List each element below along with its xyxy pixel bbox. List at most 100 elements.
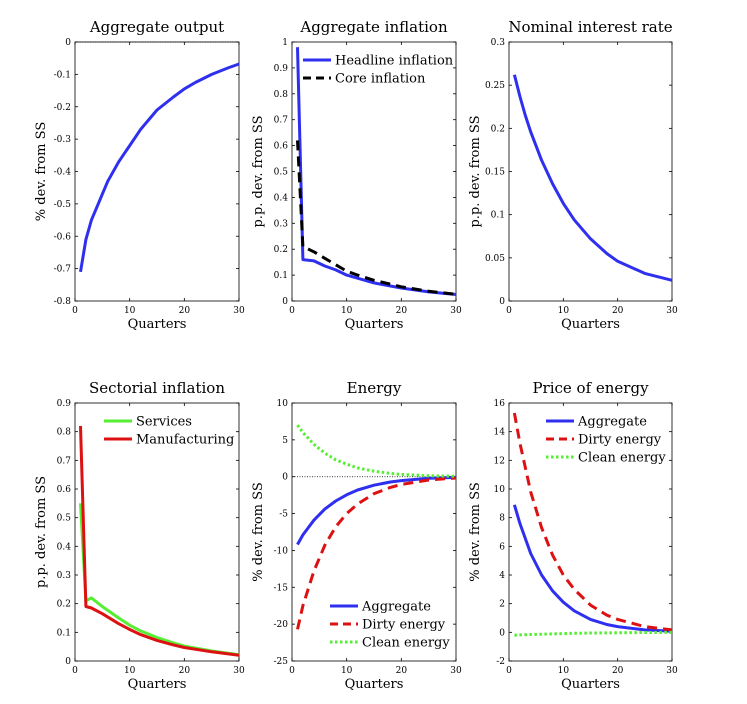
x-tick-label: 20 [612, 306, 624, 316]
y-tick-label: 0.05 [485, 254, 505, 264]
legend-label: Manufacturing [136, 433, 234, 448]
x-tick-label: 30 [450, 666, 462, 676]
x-tick-label: 10 [341, 666, 353, 676]
legend: Services Manufacturing [104, 415, 234, 448]
x-tick-label: 0 [289, 666, 295, 676]
legend-label: Dirty energy [578, 433, 662, 448]
series-line-manufacturing [79, 425, 240, 657]
series-line-dirty-energy [512, 412, 673, 632]
y-tick-label: 2 [499, 600, 505, 610]
y-axis-label: % dev. from SS [34, 122, 49, 221]
y-tick-label: 0 [65, 657, 71, 667]
panel-title: Nominal interest rate [508, 18, 672, 36]
legend-label: Headline inflation [335, 54, 454, 69]
y-tick-label: -0.6 [54, 232, 72, 242]
y-tick-label: 12 [494, 456, 505, 466]
y-axis-label: p.p. dev. from SS [251, 115, 266, 227]
x-tick-label: 30 [233, 666, 245, 676]
y-tick-label: -0.5 [54, 200, 72, 210]
panel-4: 0 10 20 30 0 0.1 0.2 0.3 0.4 0.5 0.6 0.7 0.8 0.9 Secto… [34, 379, 245, 692]
x-axis-label: Quarters [345, 317, 404, 332]
x-tick-label: 10 [341, 306, 353, 316]
x-tick-label: 20 [179, 666, 191, 676]
y-tick-label: -0.4 [54, 168, 72, 178]
series-line-headline-inflation [296, 47, 457, 296]
y-axis-label: p.p. dev. from SS [468, 115, 483, 227]
legend-label: Clean energy [578, 451, 666, 466]
x-tick-label: 30 [233, 306, 245, 316]
series-line-dirty-energy [296, 476, 457, 630]
y-tick-label: 10 [277, 399, 289, 409]
x-axis-label: Quarters [128, 317, 187, 332]
x-axis-label: Quarters [345, 677, 404, 692]
panel-1: 0 10 20 30 0 -0.1 -0.2 -0.3 -0.4 -0.5 -0.6 -0.7 -0.8… [34, 18, 245, 332]
y-tick-label: 0 [282, 473, 288, 483]
series-line-clean-energy [514, 630, 673, 637]
y-tick-label: 0 [499, 297, 505, 307]
legend-label: Aggregate [361, 600, 431, 615]
y-tick-label: 0.2 [491, 124, 505, 134]
x-tick-label: 0 [72, 306, 78, 316]
x-tick-label: 10 [558, 306, 570, 316]
panel-title: Aggregate output [89, 18, 224, 36]
y-tick-label: 0.8 [274, 90, 289, 100]
y-tick-label: 14 [494, 428, 506, 438]
legend-label: Dirty energy [362, 618, 446, 633]
y-tick-label: 0 [65, 38, 71, 48]
x-tick-label: 30 [666, 306, 678, 316]
plot-frame [74, 402, 240, 662]
y-axis-label: % dev. from SS [251, 482, 266, 581]
series-line-aggregate [512, 504, 673, 633]
y-tick-label: -5 [279, 510, 288, 520]
x-tick-label: 30 [666, 666, 678, 676]
y-tick-label: 1 [282, 38, 288, 48]
series-line-1 [512, 74, 673, 282]
y-tick-label: -20 [274, 620, 289, 630]
y-tick-label: 0.9 [274, 64, 289, 74]
y-tick-label: 0.15 [485, 168, 505, 178]
y-tick-label: -15 [274, 583, 289, 593]
y-tick-label: -0.7 [54, 265, 72, 275]
x-tick-label: 0 [506, 306, 512, 316]
y-tick-label: -0.1 [54, 70, 71, 80]
y-tick-label: -2 [496, 657, 505, 667]
y-tick-label: 0.25 [485, 81, 505, 91]
panel-title: Price of energy [532, 379, 649, 397]
y-tick-label: 0.9 [57, 399, 72, 409]
y-tick-label: 0.4 [57, 542, 72, 552]
legend: Aggregate Dirty energy Clean energy [546, 415, 666, 466]
x-tick-label: 0 [289, 306, 295, 316]
y-axis-label: p.p. dev. from SS [34, 476, 49, 588]
x-tick-label: 20 [396, 306, 408, 316]
x-tick-label: 0 [506, 666, 512, 676]
panel-5: 0 10 20 30 10 5 0 -5 -10 -15 -20 -25 Energy Quarters%… [251, 379, 462, 692]
y-tick-label: 0.5 [57, 514, 72, 524]
y-tick-label: 0.3 [491, 38, 506, 48]
legend: Headline inflation Core inflation [303, 54, 454, 87]
x-axis-label: Quarters [128, 677, 187, 692]
panel-2: 0 10 20 30 0 0.1 0.2 0.3 0.4 0.5 0.6 0.7 0.8 0.9 1 Aggr… [251, 18, 462, 332]
y-axis-label: % dev. from SS [468, 482, 483, 581]
y-tick-label: 0.4 [274, 193, 289, 203]
legend-label: Core inflation [335, 72, 426, 87]
x-tick-label: 20 [179, 306, 191, 316]
plot-frame [508, 402, 673, 662]
x-tick-label: 10 [124, 306, 136, 316]
y-tick-label: 4 [499, 571, 505, 581]
y-tick-label: 0.5 [274, 168, 289, 178]
y-tick-label: 0.2 [57, 600, 71, 610]
x-axis-label: Quarters [561, 317, 620, 332]
x-tick-label: 30 [450, 306, 462, 316]
panel-title: Energy [347, 379, 402, 397]
y-tick-label: 16 [494, 399, 506, 409]
y-tick-label: -0.2 [54, 103, 71, 113]
plot-frame [74, 41, 240, 302]
y-tick-label: 6 [499, 542, 505, 552]
plot-frame [508, 41, 673, 302]
y-tick-label: 0 [499, 628, 505, 638]
legend-label: Clean energy [362, 636, 450, 651]
y-tick-label: 5 [282, 436, 288, 446]
